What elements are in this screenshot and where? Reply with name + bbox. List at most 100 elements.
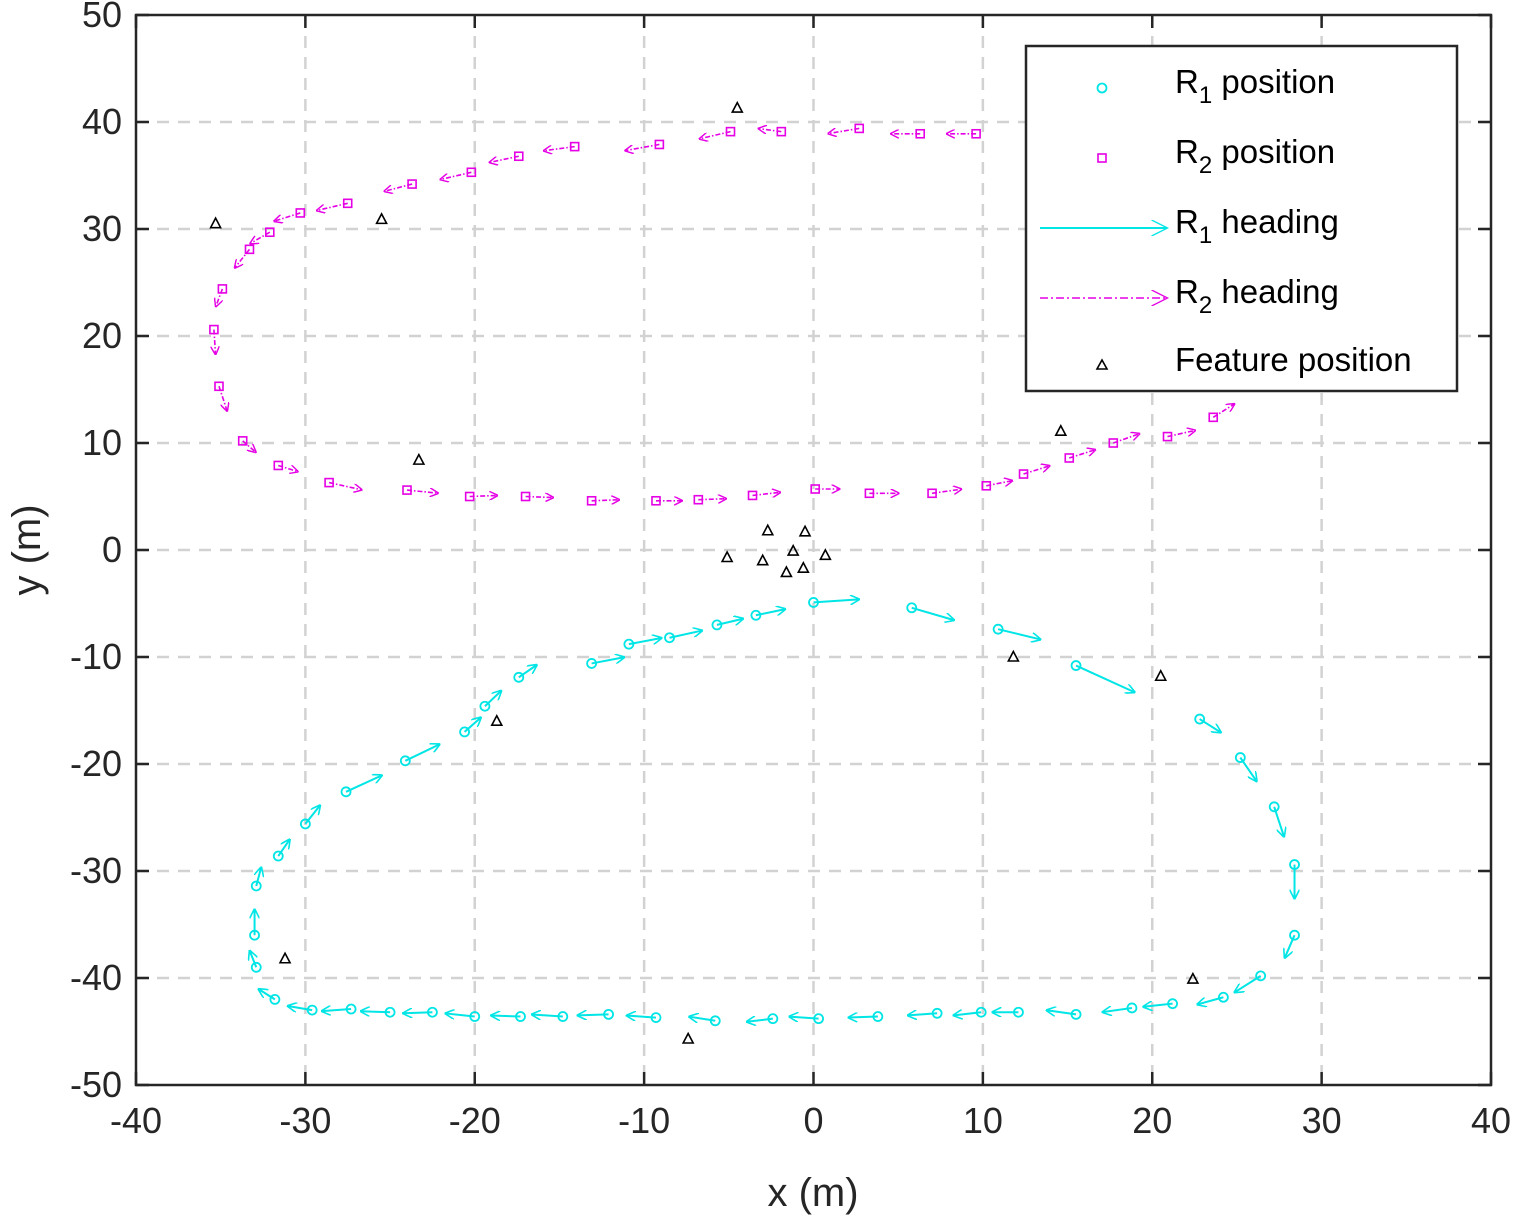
r2-position-point [981, 480, 992, 491]
r2-heading-arrow [406, 490, 438, 493]
legend-entry-label: R1 position [1175, 63, 1335, 109]
legend-feature-marker [1095, 358, 1109, 370]
feature-point [798, 524, 812, 537]
r1-position-point [1289, 929, 1300, 941]
feature-point [1154, 669, 1168, 682]
y-tick-label: -50 [70, 1064, 122, 1105]
r1-position-point [586, 658, 598, 669]
feature-point [720, 550, 734, 563]
feature-point [681, 1031, 695, 1044]
feature-point [756, 553, 770, 566]
legend-label-subscript: 1 [1199, 82, 1212, 109]
r1-heading-arrow [911, 606, 954, 620]
r2-position-point [209, 324, 219, 335]
r1-position-point [1013, 1006, 1024, 1018]
r2-position-point [342, 198, 353, 209]
r1-position-point [750, 609, 762, 621]
legend-entry-label: R2 position [1175, 133, 1335, 179]
r1-position-point [384, 1006, 396, 1018]
r1-heading-arrow [628, 638, 662, 646]
r1-heading-arrow [345, 775, 382, 793]
r1-position-point [603, 1008, 614, 1020]
r2-position-point [273, 460, 284, 471]
legend-entry-label: R2 heading [1175, 273, 1339, 319]
r2-position-point [864, 488, 875, 499]
r2-position-point [513, 151, 524, 162]
x-tick-label: -40 [110, 1100, 162, 1141]
r1-position-point [931, 1007, 943, 1019]
r2-position-point [295, 208, 306, 218]
r2-position-point [1162, 431, 1173, 442]
y-tick-label: 0 [102, 529, 122, 570]
r1-position-point [1217, 991, 1229, 1003]
feature-point [1186, 971, 1200, 984]
r1-position-point [269, 994, 281, 1005]
legend-label-text: position [1212, 63, 1335, 100]
r1-position-point [1070, 660, 1082, 671]
r1-position-point [340, 786, 352, 798]
legend-label-base: R [1175, 203, 1199, 240]
r2-position-point [217, 284, 228, 294]
r2-position-point [971, 128, 981, 139]
r1-heading-arrow [404, 744, 439, 762]
r1-position-point [623, 638, 635, 650]
r1-position-point [1255, 970, 1267, 982]
r2-position-point [651, 495, 661, 506]
r1-heading-arrow [669, 631, 703, 639]
y-tick-label: 30 [82, 208, 122, 249]
r2-position-point [693, 494, 704, 505]
r2-position-point [265, 227, 275, 238]
r1-heading-arrow [250, 951, 257, 968]
x-axis-label: x (m) [767, 1171, 858, 1215]
r1-position-point [345, 1003, 357, 1015]
r2-position-point [464, 491, 475, 502]
r2-heading-arrow [625, 143, 660, 150]
r1-position-point [306, 1004, 318, 1016]
r2-heading-arrow [216, 288, 224, 306]
legend-label-base: R [1175, 63, 1199, 100]
r2-position-point [466, 167, 477, 178]
r1-position-point [250, 961, 262, 973]
r2-position-point [747, 490, 758, 501]
r1-heading-arrow [591, 657, 625, 665]
r1-position-point [459, 726, 470, 738]
y-tick-label: -20 [70, 743, 122, 784]
r2-position-point [725, 126, 736, 137]
y-tick-label: -30 [70, 850, 122, 891]
r2-position-point [1208, 412, 1219, 423]
r2-heading-arrow [235, 248, 251, 267]
r2-position-point [1108, 438, 1119, 448]
r1-heading-arrow [1075, 664, 1135, 693]
r1-position-point [813, 1013, 824, 1025]
legend-label-text: heading [1212, 203, 1339, 240]
y-axis-label: y (m) [5, 504, 49, 595]
feature-point [761, 523, 775, 536]
feature-point [1007, 649, 1020, 662]
feature-series [209, 100, 1200, 1044]
feature-point [730, 100, 744, 113]
x-tick-label: 30 [1302, 1100, 1342, 1141]
r1-position-point [1167, 998, 1178, 1010]
legend-label-base: R [1175, 273, 1199, 310]
r2-position-point [244, 244, 255, 255]
y-tick-label: -40 [70, 957, 122, 998]
r1-position-point [664, 632, 675, 644]
r1-position-point [1126, 1002, 1138, 1014]
r1-position-point [1194, 713, 1206, 725]
r1-position-point [709, 1015, 721, 1027]
x-tick-label: 40 [1471, 1100, 1511, 1141]
legend-label-base: R [1175, 133, 1199, 170]
legend-box [1024, 44, 1459, 393]
r2-series [209, 123, 1234, 506]
y-tick-label: -10 [70, 636, 122, 677]
r2-position-point [776, 126, 787, 137]
feature-point [780, 565, 793, 578]
r1-position-point [975, 1006, 987, 1018]
r2-position-point [324, 477, 334, 488]
feature-point [490, 713, 504, 726]
legend-label-subscript: 1 [1199, 222, 1212, 249]
r1-position-point [808, 597, 819, 608]
r2-position-point [854, 123, 865, 134]
x-tick-label: 0 [803, 1100, 823, 1141]
